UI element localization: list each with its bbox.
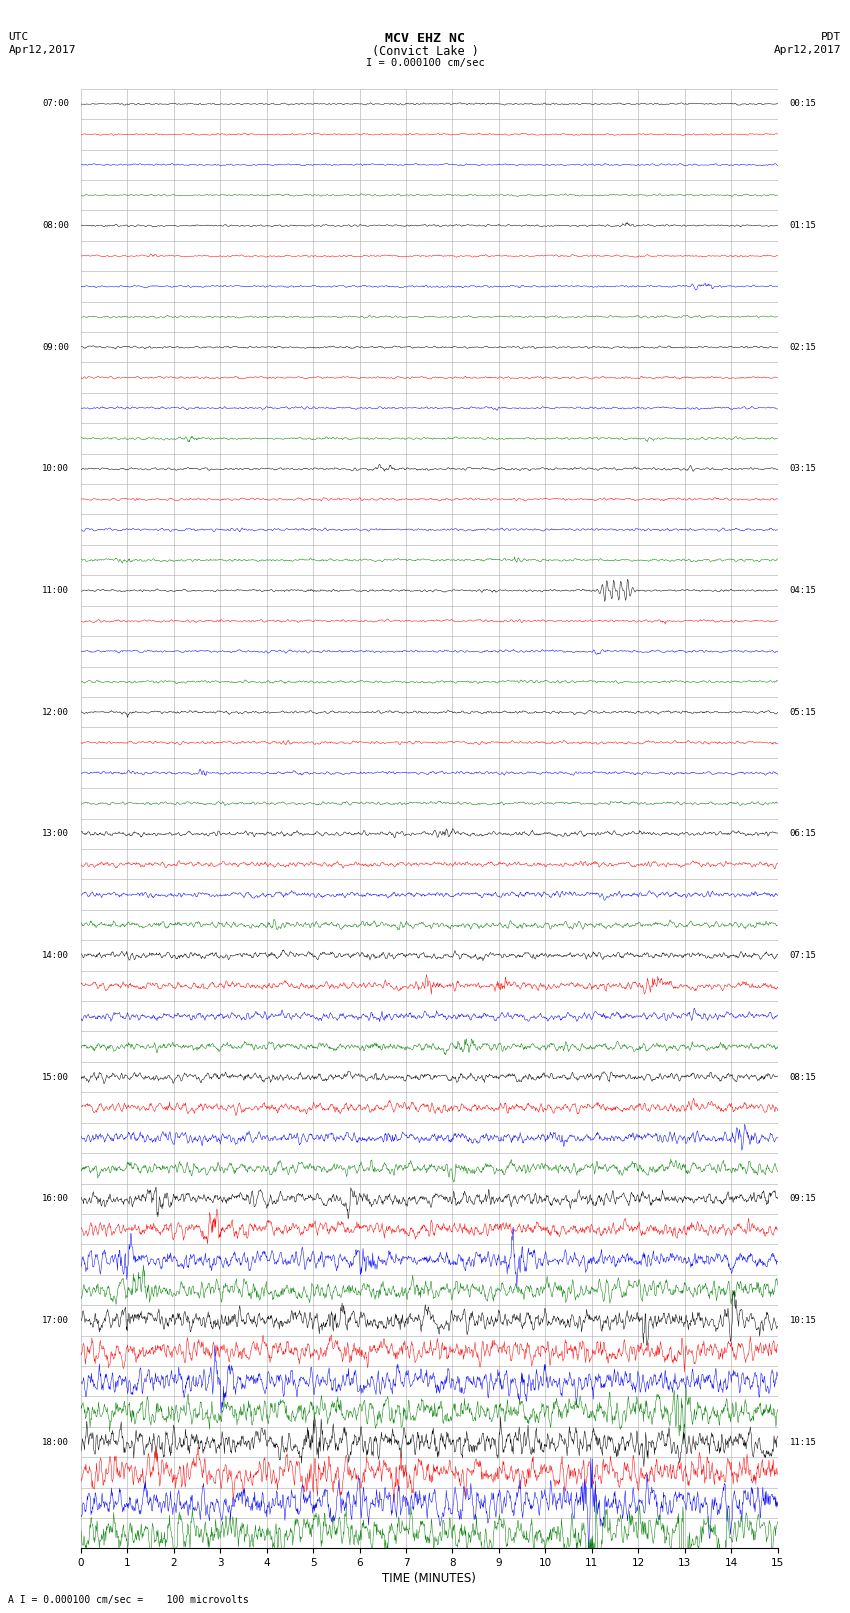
Text: 10:15: 10:15 — [790, 1316, 816, 1324]
Text: 08:15: 08:15 — [790, 1073, 816, 1082]
Text: 02:15: 02:15 — [790, 342, 816, 352]
Text: 10:00: 10:00 — [42, 465, 69, 473]
Text: 03:15: 03:15 — [790, 465, 816, 473]
Text: 11:00: 11:00 — [42, 586, 69, 595]
Text: 18:00: 18:00 — [42, 1437, 69, 1447]
Text: PDT: PDT — [821, 32, 842, 42]
Text: 15:00: 15:00 — [42, 1073, 69, 1082]
Text: 08:00: 08:00 — [42, 221, 69, 231]
Text: MCV EHZ NC: MCV EHZ NC — [385, 32, 465, 45]
Text: (Convict Lake ): (Convict Lake ) — [371, 45, 479, 58]
X-axis label: TIME (MINUTES): TIME (MINUTES) — [382, 1573, 476, 1586]
Text: 07:15: 07:15 — [790, 952, 816, 960]
Text: 16:00: 16:00 — [42, 1194, 69, 1203]
Text: 11:15: 11:15 — [790, 1437, 816, 1447]
Text: UTC: UTC — [8, 32, 29, 42]
Text: 01:15: 01:15 — [790, 221, 816, 231]
Text: 04:15: 04:15 — [790, 586, 816, 595]
Text: 00:15: 00:15 — [790, 100, 816, 108]
Text: 05:15: 05:15 — [790, 708, 816, 716]
Text: 14:00: 14:00 — [42, 952, 69, 960]
Text: 12:00: 12:00 — [42, 708, 69, 716]
Text: 17:00: 17:00 — [42, 1316, 69, 1324]
Text: 13:00: 13:00 — [42, 829, 69, 839]
Text: I = 0.000100 cm/sec: I = 0.000100 cm/sec — [366, 58, 484, 68]
Text: 09:00: 09:00 — [42, 342, 69, 352]
Text: Apr12,2017: Apr12,2017 — [8, 45, 76, 55]
Text: 06:15: 06:15 — [790, 829, 816, 839]
Text: 09:15: 09:15 — [790, 1194, 816, 1203]
Text: Apr12,2017: Apr12,2017 — [774, 45, 842, 55]
Text: 07:00: 07:00 — [42, 100, 69, 108]
Text: A I = 0.000100 cm/sec =    100 microvolts: A I = 0.000100 cm/sec = 100 microvolts — [8, 1595, 249, 1605]
